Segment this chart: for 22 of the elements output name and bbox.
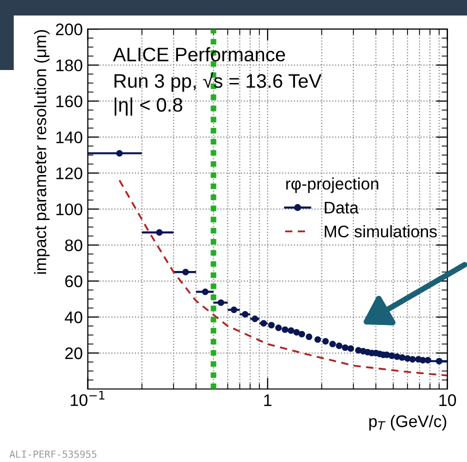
y-tick-label: 60: [65, 275, 82, 288]
y-tick-label: 100: [56, 203, 82, 216]
y-tick-label: 20: [65, 347, 82, 360]
y-tick-label: 180: [56, 59, 82, 72]
y-tick-label: 120: [56, 167, 82, 180]
legend-title: rφ-projection: [286, 177, 378, 193]
annotation: Run 3 pp, √s = 13.6 TeV: [114, 72, 322, 92]
y-axis-title: impact parameter resolution (μm): [34, 30, 50, 274]
y-tick-label: 140: [56, 131, 82, 144]
text: ALI-PERF-535955: [10, 450, 96, 458]
x-tick-label: 1: [264, 394, 272, 406]
annotation: |η| < 0.8: [114, 97, 182, 116]
x-tick-label: 10: [439, 394, 456, 406]
legend-label: MC simulations: [324, 225, 437, 238]
y-tick-label: 200: [56, 24, 82, 36]
x-axis-title: p$_{T}$ (GeV/c): [369, 414, 446, 430]
y-tick-label: 160: [56, 95, 82, 108]
x-tick-label: 10$^{−1}$: [70, 390, 104, 406]
annotation: ALICE Performance: [113, 47, 286, 62]
legend-label: Data: [324, 202, 359, 214]
y-tick-label: 80: [65, 239, 82, 252]
y-tick-label: 40: [64, 311, 82, 324]
